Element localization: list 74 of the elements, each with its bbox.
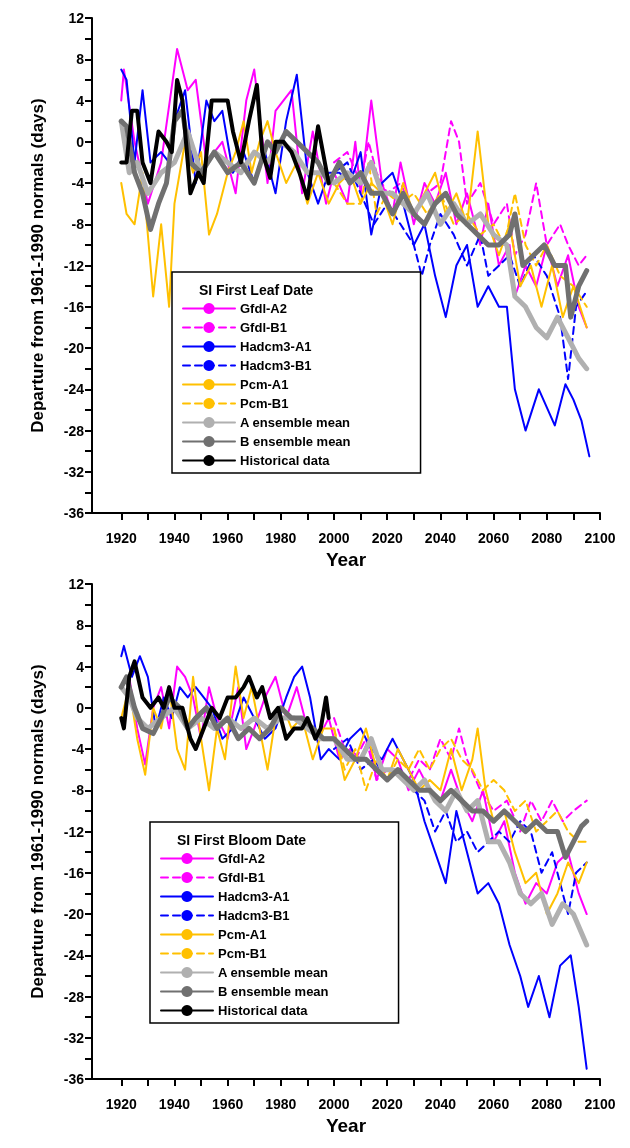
x-axis-title: Year [325,549,367,570]
legend-label: Gfdl-A2 [240,301,287,316]
y-tick-label: -36 [63,505,85,522]
x-tick-label: 1960 [212,1096,244,1113]
x-tick-label: 2080 [531,530,563,547]
y-tick-label: -32 [63,1029,85,1046]
legend-label: Gfdl-B1 [218,870,265,885]
y-tick-label: -8 [71,216,85,233]
legend-label: Historical data [240,453,331,468]
line-series [119,77,331,201]
line-series [120,68,591,458]
x-tick-label: 2080 [531,1096,563,1113]
x-tick-label: 2000 [318,530,350,547]
y-tick-label: 0 [76,699,85,716]
y-tick-label: 8 [76,617,85,634]
y-tick-label: -4 [71,175,85,192]
x-tick-label: 2060 [478,530,510,547]
y-tick-label: 12 [68,576,85,592]
x-tick-label: 2100 [584,1096,616,1113]
y-tick-label: -36 [63,1071,85,1088]
y-tick-label: -32 [63,463,85,480]
legend-title: SI First Leaf Date [199,282,314,298]
x-tick-label: 1960 [212,530,244,547]
legend-label: Pcm-B1 [240,396,289,411]
legend-label: B ensemble mean [218,984,329,999]
y-tick-label: -24 [63,947,85,964]
legend-label: B ensemble mean [240,434,351,449]
y-tick-label: -12 [63,823,85,840]
y-tick-label: 12 [68,10,85,26]
x-tick-label: 2060 [478,1096,510,1113]
x-tick-label: 2040 [424,1096,457,1113]
legend-label: Hadcm3-A1 [240,339,312,354]
line-series [119,659,331,752]
y-tick-label: 4 [76,92,85,109]
legend-label: Hadcm3-B1 [240,358,312,373]
y-tick-label: 8 [76,51,85,68]
y-tick-label: -8 [71,782,85,799]
legend-label: Pcm-B1 [218,946,267,961]
y-tick-label: -4 [71,741,85,758]
line-series [120,644,588,1070]
y-tick-label: -20 [63,906,85,923]
y-tick-label: -12 [63,257,85,274]
x-tick-label: 1920 [105,530,138,547]
y-tick-label: 0 [76,133,85,150]
x-tick-label: 2020 [371,530,404,547]
x-tick-label: 1940 [158,1096,191,1113]
y-tick-label: -28 [63,988,85,1005]
x-tick-label: 2020 [371,1096,404,1113]
y-tick-label: -20 [63,340,85,357]
x-tick-label: 1980 [265,1096,297,1113]
x-tick-label: 2040 [424,530,457,547]
x-tick-label: 1980 [265,530,297,547]
legend-title: SI First Bloom Date [177,832,307,848]
legend-label: Pcm-A1 [218,927,267,942]
y-tick-label: -16 [63,298,85,315]
y-tick-label: -16 [63,864,85,881]
legend-label: A ensemble mean [240,415,351,430]
x-tick-label: 1940 [158,530,191,547]
y-tick-label: -28 [63,422,85,439]
legend-label: Hadcm3-A1 [218,889,290,904]
legend-label: Pcm-A1 [240,377,289,392]
legend-label: Gfdl-A2 [218,851,265,866]
legend-label: Historical data [218,1003,309,1018]
x-tick-label: 2000 [318,1096,350,1113]
x-tick-label: 2100 [584,530,616,547]
legend-label: Gfdl-B1 [240,320,287,335]
legend-label: A ensemble mean [218,965,329,980]
x-tick-label: 1920 [105,1096,138,1113]
y-tick-label: 4 [76,658,85,675]
y-tick-label: -24 [63,381,85,398]
y-axis-title: Departure from 1961-1990 normals (days) [28,98,47,433]
legend-label: Hadcm3-B1 [218,908,290,923]
x-axis-title: Year [325,1115,367,1136]
y-axis-title: Departure from 1961-1990 normals (days) [28,664,47,999]
